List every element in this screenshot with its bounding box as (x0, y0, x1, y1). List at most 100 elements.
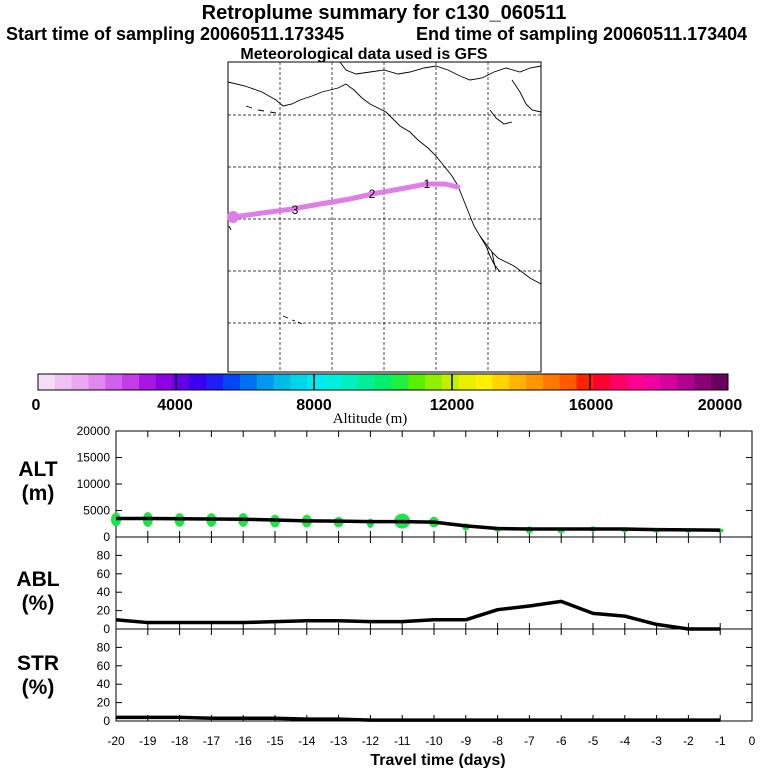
colorbar-swatch (54, 374, 73, 390)
x-tick-label: -11 (394, 734, 411, 748)
colorbar-swatch (509, 374, 527, 390)
colorbar-swatch (357, 374, 376, 390)
alt-ytick-label: 10000 (77, 477, 111, 491)
colorbar-tick-20000: 20000 (698, 397, 743, 414)
day-marker-3: 3 (292, 203, 299, 217)
colorbar-swatch (458, 374, 477, 390)
x-tick-label: -8 (492, 734, 503, 748)
str-ytick-label: 0 (103, 714, 110, 728)
x-tick-label: -17 (203, 734, 221, 748)
x-tick-label: -13 (330, 734, 348, 748)
alt-series-line (116, 516, 721, 532)
trajectory: 1 2 3 (227, 177, 461, 223)
str-panel: 0 20 40 60 80 (97, 628, 753, 728)
alt-ylabel-line2: (m) (22, 482, 55, 505)
str-ytick-label: 80 (97, 640, 111, 654)
colorbar-swatch (239, 374, 258, 390)
colorbar-swatch (593, 374, 611, 390)
colorbar-swatch (122, 374, 140, 390)
day-marker-1: 1 (424, 177, 431, 191)
map-panel: 1 2 3 (227, 61, 542, 373)
colorbar-swatch (576, 374, 594, 390)
colorbar-tick-12000: 12000 (430, 397, 475, 414)
x-tick-label: -6 (556, 734, 567, 748)
str-frame (115, 628, 753, 722)
x-tick-label: -10 (425, 734, 443, 748)
alt-ytick-label: 0 (103, 530, 110, 544)
colorbar-swatch (340, 374, 359, 390)
colorbar-frame (37, 373, 729, 391)
colorbar-swatch (711, 374, 729, 390)
colorbar-swatch (694, 374, 712, 390)
x-tick-label: -12 (362, 734, 380, 748)
trajectory-origin-marker (227, 211, 239, 223)
trajectory-path (230, 181, 461, 220)
alt-ylabel-line1: ALT (18, 458, 57, 481)
x-tick-label: -5 (588, 734, 599, 748)
colorbar-swatch (324, 374, 342, 390)
abl-ytick-label: 40 (97, 585, 111, 599)
colorbar-swatch (610, 374, 628, 390)
x-axis-label: Travel time (days) (370, 752, 505, 768)
alt-ytick-label: 15000 (77, 451, 111, 465)
x-tick-label: -15 (266, 734, 284, 748)
str-ytick-label: 40 (97, 677, 111, 691)
str-ytick-label: 20 (97, 696, 111, 710)
x-tick-label: -20 (107, 734, 125, 748)
colorbar-swatch (660, 374, 679, 390)
time-series-panels: 0 5000 10000 15000 20000 0 20 40 60 80 0 20 40 60 80 -2… (77, 424, 756, 748)
alt-ytick-label: 20000 (77, 424, 111, 438)
colorbar-tick-labels: 0 4000 8000 12000 16000 20000 (32, 397, 743, 414)
colorbar-swatch (475, 374, 493, 390)
x-tick-label: -19 (139, 734, 157, 748)
colorbar-swatch (189, 374, 207, 390)
colorbar-tick-0: 0 (32, 397, 41, 414)
x-tick-label: 0 (749, 734, 756, 748)
colorbar-swatch (441, 374, 460, 390)
colorbar-tick-16000: 16000 (569, 397, 614, 414)
x-tick-label: -2 (683, 734, 694, 748)
colorbar-swatch (38, 374, 56, 390)
colorbar-swatch (627, 374, 645, 390)
colorbar-swatch (391, 374, 409, 390)
colorbar-swatch (526, 374, 544, 390)
alt-ytick-label: 5000 (83, 504, 110, 518)
map-coastlines (227, 61, 542, 325)
abl-ylabel-line2: (%) (22, 592, 55, 615)
x-tick-labels: -20 -19 -18 -17 -16 -15 -14 -13 -12 -11 -10 -9 -8 -7-… (107, 734, 755, 748)
abl-ytick-label: 80 (97, 548, 111, 562)
alt-panel: 0 5000 10000 15000 20000 (77, 424, 753, 544)
colorbar-tick-8000: 8000 (296, 397, 332, 414)
abl-panel: 0 20 40 60 80 (97, 536, 753, 636)
colorbar-swatch (492, 374, 510, 390)
map-frame (227, 61, 542, 373)
colorbar-tick-4000: 4000 (157, 397, 193, 414)
x-tick-label: -14 (298, 734, 316, 748)
colorbar-label: Altitude (m) (333, 411, 408, 427)
day-marker-2: 2 (369, 187, 376, 201)
abl-ylabel-line1: ABL (16, 568, 59, 591)
colorbar-swatch (542, 374, 561, 390)
colorbar-swatch (105, 374, 123, 390)
abl-ytick-label: 20 (97, 604, 111, 618)
x-tick-label: -3 (651, 734, 662, 748)
colorbar-swatch (643, 374, 662, 390)
colorbar-swatch (155, 374, 174, 390)
colorbar-swatch (374, 374, 392, 390)
colorbar-swatch (290, 374, 308, 390)
str-ytick-label: 60 (97, 659, 111, 673)
met-data-note: Meteorological data used is GFS (240, 46, 488, 63)
colorbar-swatch (425, 374, 443, 390)
str-ylabel-line1: STR (17, 652, 59, 675)
colorbar-swatch (206, 374, 224, 390)
abl-frame (115, 536, 753, 630)
end-time: End time of sampling 20060511.173404 (416, 24, 748, 44)
abl-ytick-label: 0 (103, 622, 110, 636)
colorbar-swatch (559, 374, 578, 390)
colorbar-swatch (273, 374, 291, 390)
colorbar-swatch (408, 374, 426, 390)
colorbar-swatch (172, 374, 190, 390)
colorbar-swatch (307, 374, 325, 390)
start-time: Start time of sampling 20060511.173345 (6, 24, 345, 44)
